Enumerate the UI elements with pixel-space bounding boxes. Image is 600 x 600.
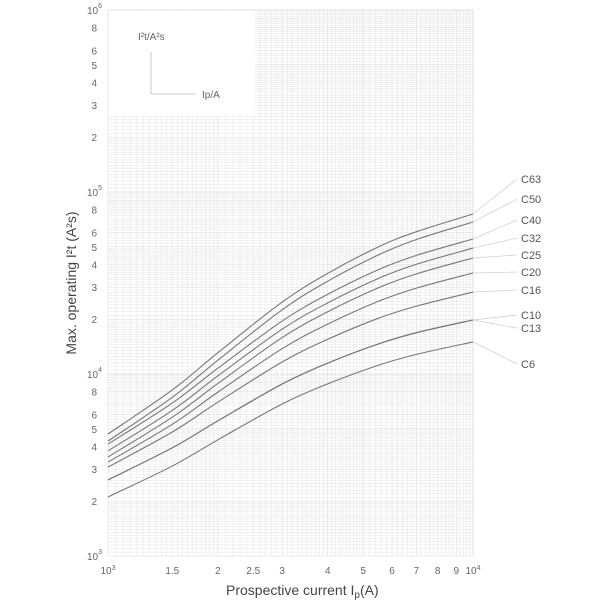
x-tick-label: 2 <box>215 566 221 577</box>
series-label: C20 <box>521 267 541 279</box>
grid <box>107 9 474 557</box>
y-tick-label: 6 <box>91 46 97 57</box>
x-tick-label: 3 <box>279 566 285 577</box>
x-tick-label: 103 <box>100 565 115 577</box>
inset-x-label: Ip/A <box>202 90 220 101</box>
leader-line <box>472 289 518 293</box>
tick-exponent: 3 <box>98 549 102 556</box>
series-line-c25 <box>107 257 474 458</box>
x-axis-title: Prospective current Ip(A) <box>226 582 379 600</box>
x-tick-label: 104 <box>465 565 480 577</box>
x-tick-label: 8 <box>435 566 441 577</box>
x-tick-label: 1.5 <box>165 566 179 577</box>
x-tick-labels: 103 1.5 2 2.5 3 4 5 6 7 8 9 104 <box>100 565 480 577</box>
y-tick-label: 6 <box>91 410 97 421</box>
y-tick-label: 104 <box>87 367 102 381</box>
inset-legend: I²t/A²s Ip/A <box>138 32 220 101</box>
series-label: C10 <box>521 310 541 322</box>
y-tick-label: 4 <box>91 78 97 89</box>
series-label: C63 <box>521 174 541 186</box>
leader-line <box>472 198 518 223</box>
series-lines <box>107 213 474 498</box>
y-tick-label: 2 <box>91 315 97 326</box>
series-line-c40 <box>107 238 474 445</box>
x-tick-label: 9 <box>454 566 460 577</box>
leader-line <box>472 271 518 274</box>
series-line-c13 <box>107 319 474 481</box>
y-tick-labels: 106 8 6 5 4 3 2 105 8 6 5 4 3 2 104 8 6 5 4 3 2 103 <box>87 3 102 563</box>
y-tick-label: 8 <box>91 206 97 217</box>
series-line-c6 <box>107 341 474 498</box>
x-axis-title-sub: p <box>354 590 360 600</box>
y-tick-label: 2 <box>91 497 97 508</box>
series-label: C25 <box>521 250 541 262</box>
tick-exponent: 6 <box>98 3 102 10</box>
y-tick-label: 106 <box>87 3 102 17</box>
y-tick-label: 4 <box>91 260 97 271</box>
leader-line <box>472 178 518 215</box>
leader-line <box>472 219 518 240</box>
y-tick-label: 8 <box>91 388 97 399</box>
y-tick-label: 5 <box>91 243 97 254</box>
y-tick-label: 5 <box>91 425 97 436</box>
y-tick-label: 3 <box>91 101 97 112</box>
leader-line <box>472 314 518 321</box>
y-tick-label: 103 <box>87 549 102 563</box>
x-tick-label: 5 <box>360 566 366 577</box>
series-line-c50 <box>107 221 474 442</box>
x-axis-title-tail: (A) <box>360 582 379 598</box>
series-line-c32 <box>107 247 474 452</box>
series-label: C16 <box>521 285 541 297</box>
series-label: C40 <box>521 215 541 227</box>
series-line-c63 <box>107 213 474 435</box>
x-tick-label: 2.5 <box>246 566 260 577</box>
series-line-c16 <box>107 291 474 468</box>
y-tick-label: 105 <box>87 185 102 199</box>
series-label: C32 <box>521 233 541 245</box>
leader-line <box>472 237 518 249</box>
leader-line <box>472 341 518 365</box>
tick-exponent: 4 <box>98 367 102 374</box>
series-label: C6 <box>521 359 535 371</box>
inset-y-label: I²t/A²s <box>138 32 165 43</box>
leader-line <box>472 319 518 329</box>
leader-line <box>472 254 518 259</box>
x-tick-label: 6 <box>389 566 395 577</box>
series-label: C50 <box>521 194 541 206</box>
x-tick-label: 4 <box>325 566 331 577</box>
y-tick-label: 3 <box>91 465 97 476</box>
x-axis-title-main: Prospective current I <box>226 582 354 598</box>
x-tick-label: 7 <box>414 566 420 577</box>
y-tick-label: 4 <box>91 442 97 453</box>
y-tick-label: 8 <box>91 24 97 35</box>
y-tick-label: 3 <box>91 283 97 294</box>
y-axis-title: Max. operating I²t (A²s) <box>63 211 79 354</box>
y-tick-label: 2 <box>91 133 97 144</box>
tick-exponent: 5 <box>98 185 102 192</box>
series-line-c20 <box>107 272 474 463</box>
tick-exponent: 3 <box>112 565 116 572</box>
y-tick-label: 5 <box>91 61 97 72</box>
series-label: C13 <box>521 323 541 335</box>
y-tick-label: 6 <box>91 228 97 239</box>
tick-exponent: 4 <box>477 565 481 572</box>
inset-box <box>109 11 255 115</box>
